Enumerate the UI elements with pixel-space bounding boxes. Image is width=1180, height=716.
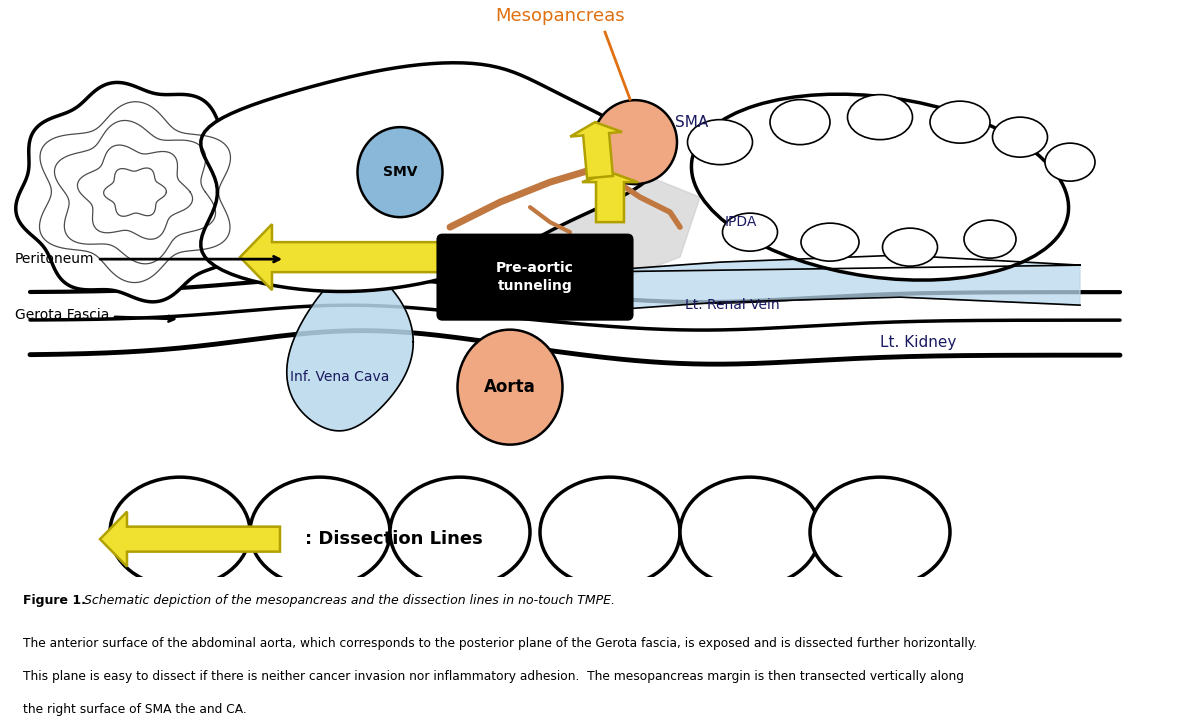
Text: Mesopancreas: Mesopancreas (496, 7, 625, 25)
Text: SMA: SMA (675, 115, 708, 130)
Ellipse shape (358, 127, 442, 217)
FancyArrow shape (570, 122, 622, 178)
Text: Figure 1.: Figure 1. (24, 594, 86, 607)
Text: Pre-aortic
tunneling: Pre-aortic tunneling (496, 261, 573, 294)
Ellipse shape (250, 477, 391, 587)
Ellipse shape (809, 477, 950, 587)
Polygon shape (287, 268, 413, 431)
Text: : Dissection Lines: : Dissection Lines (304, 530, 483, 548)
Ellipse shape (540, 477, 680, 587)
FancyArrow shape (582, 172, 638, 222)
FancyBboxPatch shape (438, 235, 632, 319)
Text: The anterior surface of the abdominal aorta, which corresponds to the posterior : The anterior surface of the abdominal ao… (24, 637, 977, 650)
Polygon shape (581, 255, 1080, 312)
Ellipse shape (458, 329, 563, 445)
Polygon shape (201, 63, 657, 291)
Ellipse shape (992, 117, 1048, 157)
Ellipse shape (110, 477, 250, 587)
Text: IPDA: IPDA (725, 215, 758, 229)
Text: Aorta: Aorta (484, 378, 536, 396)
Text: Peritoneum: Peritoneum (15, 252, 280, 266)
Text: the right surface of SMA the and CA.: the right surface of SMA the and CA. (24, 703, 248, 716)
Polygon shape (15, 82, 254, 302)
Text: Schematic depiction of the mesopancreas and the dissection lines in no-touch TMP: Schematic depiction of the mesopancreas … (79, 594, 615, 607)
Ellipse shape (964, 220, 1016, 258)
Ellipse shape (391, 477, 530, 587)
Ellipse shape (847, 95, 912, 140)
Ellipse shape (680, 477, 820, 587)
Ellipse shape (688, 120, 753, 165)
Ellipse shape (883, 228, 937, 266)
Ellipse shape (771, 100, 830, 145)
Polygon shape (480, 177, 700, 287)
Ellipse shape (722, 213, 778, 251)
Text: Inf. Vena Cava: Inf. Vena Cava (290, 370, 389, 384)
Ellipse shape (691, 95, 1069, 280)
Text: Lt. Renal Vein: Lt. Renal Vein (686, 298, 780, 312)
Ellipse shape (801, 223, 859, 261)
FancyArrow shape (240, 224, 560, 290)
Text: Lt. Kidney: Lt. Kidney (880, 334, 956, 349)
Ellipse shape (1045, 143, 1095, 181)
Text: SMV: SMV (382, 165, 418, 179)
Circle shape (594, 100, 677, 184)
Ellipse shape (930, 101, 990, 143)
FancyArrow shape (100, 512, 280, 566)
Text: This plane is easy to dissect if there is neither cancer invasion nor inflammato: This plane is easy to dissect if there i… (24, 670, 964, 683)
Text: Gerota Fascia: Gerota Fascia (15, 308, 175, 322)
